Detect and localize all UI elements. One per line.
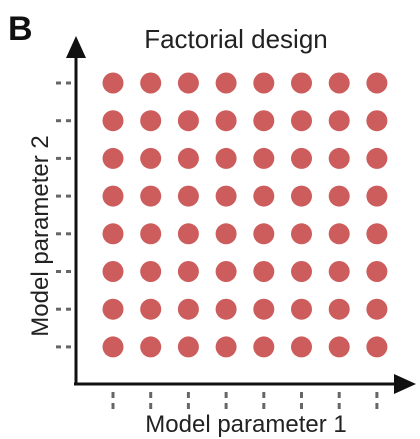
design-point [215,72,237,94]
design-point [328,223,350,245]
design-point [102,336,124,358]
design-point [366,336,388,358]
design-point [253,147,275,169]
design-points [102,72,388,358]
design-point [253,298,275,320]
y-axis-arrowhead [66,36,86,58]
design-point [140,336,162,358]
design-point [140,147,162,169]
design-point [140,223,162,245]
design-point [253,336,275,358]
design-point [102,110,124,132]
design-point [328,72,350,94]
design-point [253,110,275,132]
design-point [140,72,162,94]
design-point [366,223,388,245]
design-point [366,261,388,282]
design-point [291,72,312,94]
design-point [177,261,199,282]
figure-title: Factorial design [144,24,328,54]
design-point [291,261,312,282]
design-point [177,110,199,132]
design-point [366,72,388,94]
design-point [140,298,162,320]
design-point [102,185,124,207]
design-point [177,147,199,169]
x-axis-label: Model parameter 1 [145,411,346,438]
design-point [366,298,388,320]
design-point [215,147,237,169]
design-point [291,336,312,358]
design-point [102,298,124,320]
design-point [253,261,275,282]
design-point [253,72,275,94]
design-point [140,185,162,207]
design-point [291,185,312,207]
design-point [366,147,388,169]
design-point [140,261,162,282]
design-point [366,110,388,132]
design-point [366,185,388,207]
design-point [328,298,350,320]
design-point [328,110,350,132]
design-point [253,223,275,245]
design-point [253,185,275,207]
design-point [177,336,199,358]
y-axis-ticks [56,81,71,349]
design-point [328,147,350,169]
design-point [291,223,312,245]
design-point [328,336,350,358]
design-point [215,298,237,320]
design-point [177,72,199,94]
design-point [291,147,312,169]
design-point [328,261,350,282]
panel-label: B [8,10,33,48]
design-point [215,336,237,358]
axes [66,36,416,394]
design-point [102,223,124,245]
design-point [215,223,237,245]
design-point [140,110,162,132]
y-axis-label: Model parameter 2 [27,135,54,336]
design-point [102,72,124,94]
design-point [215,185,237,207]
design-point [328,185,350,207]
design-point [291,110,312,132]
design-point [177,185,199,207]
design-point [291,298,312,320]
design-point [177,298,199,320]
x-axis-arrowhead [394,374,416,394]
design-point [102,147,124,169]
design-point [215,261,237,282]
design-point [177,223,199,245]
design-point [215,110,237,132]
design-point [102,261,124,282]
x-axis-ticks [111,392,379,409]
